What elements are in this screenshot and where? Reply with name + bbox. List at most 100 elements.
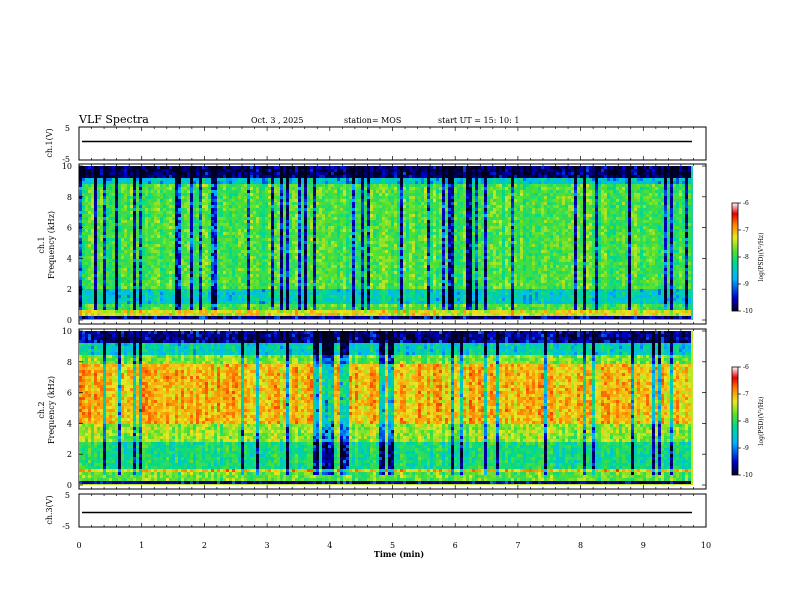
spectrogram-cell [352, 181, 355, 184]
spectrogram-cell [100, 310, 103, 313]
spectrogram-cell [328, 214, 331, 217]
spectrogram-cell [349, 238, 352, 241]
spectrogram-cell [205, 199, 208, 202]
spectrogram-cell [361, 289, 364, 292]
spectrogram-cell [172, 235, 175, 238]
spectrogram-cell [106, 313, 109, 316]
spectrogram-cell [133, 217, 136, 220]
spectrogram-cell [277, 181, 280, 184]
spectrogram-cell [358, 289, 361, 292]
spectrogram-cell [229, 226, 232, 229]
spectrogram-cell [355, 214, 358, 217]
spectrogram-cell [121, 244, 124, 247]
spectrogram-cell [91, 214, 94, 217]
spectrogram-cell [208, 304, 211, 307]
spectrogram-cell [160, 250, 163, 253]
spectrogram-cell [175, 172, 178, 175]
spectrogram-cell [163, 172, 166, 175]
spectrogram-cell [277, 289, 280, 292]
spectrogram-cell [253, 241, 256, 244]
spectrogram-cell [85, 175, 88, 178]
spectrogram-cell [211, 238, 214, 241]
spectrogram-cell [298, 274, 301, 277]
spectrogram-cell [301, 238, 304, 241]
spectrogram-cell [247, 277, 250, 280]
spectrogram-cell [217, 166, 220, 169]
spectrogram-cell [148, 226, 151, 229]
spectrogram-cell [307, 205, 310, 208]
spectrogram-cell [283, 283, 286, 286]
spectrogram-cell [181, 226, 184, 229]
spectrogram-cell [232, 184, 235, 187]
spectrogram-cell [247, 193, 250, 196]
spectrogram-cell [319, 169, 322, 172]
spectrogram-cell [169, 205, 172, 208]
spectrogram-cell [235, 277, 238, 280]
spectrogram-cell [154, 175, 157, 178]
spectrogram-cell [97, 175, 100, 178]
spectrogram-cell [343, 277, 346, 280]
spectrogram-cell [283, 316, 286, 319]
spectrogram-cell [109, 301, 112, 304]
spectrogram-cell [352, 208, 355, 211]
spectrogram-cell [190, 238, 193, 241]
spectrogram-cell [340, 178, 343, 181]
spectrogram-cell [286, 301, 289, 304]
spectrogram-cell [142, 259, 145, 262]
spectrogram-cell [274, 259, 277, 262]
spectrogram-cell [94, 244, 97, 247]
spectrogram-cell [133, 202, 136, 205]
spectrogram-cell [316, 235, 319, 238]
spectrogram-cell [331, 277, 334, 280]
spectrogram-cell [265, 289, 268, 292]
spectrogram-cell [259, 295, 262, 298]
spectrogram-cell [229, 292, 232, 295]
spectrogram-cell [244, 289, 247, 292]
spectrogram-cell [103, 223, 106, 226]
spectrogram-cell [157, 169, 160, 172]
spectrogram-cell [277, 229, 280, 232]
spectrogram-cell [289, 295, 292, 298]
spectrogram-cell [97, 211, 100, 214]
spectrogram-cell [274, 295, 277, 298]
spectrogram-cell [100, 256, 103, 259]
spectrogram-cell [346, 253, 349, 256]
spectrogram-cell [349, 217, 352, 220]
spectrogram-cell [85, 289, 88, 292]
spectrogram-cell [85, 166, 88, 169]
spectrogram-cell [310, 310, 313, 313]
spectrogram-cell [127, 247, 130, 250]
spectrogram-cell [349, 295, 352, 298]
spectrogram-cell [328, 265, 331, 268]
spectrogram-cell [238, 310, 241, 313]
spectrogram-cell [163, 232, 166, 235]
spectrogram-cell [190, 166, 193, 169]
spectrogram-cell [277, 187, 280, 190]
spectrogram-cell [226, 187, 229, 190]
spectrogram-cell [250, 247, 253, 250]
spectrogram-cell [202, 220, 205, 223]
spectrogram-cell [322, 235, 325, 238]
spectrogram-cell [154, 307, 157, 310]
spectrogram-cell [106, 232, 109, 235]
spectrogram-cell [247, 205, 250, 208]
spectrogram-cell [208, 250, 211, 253]
spectrogram-cell [136, 235, 139, 238]
spectrogram-cell [145, 238, 148, 241]
spectrogram-cell [334, 199, 337, 202]
spectrogram-cell [283, 226, 286, 229]
spectrogram-cell [157, 298, 160, 301]
spectrogram-cell [148, 169, 151, 172]
spectrogram-cell [145, 289, 148, 292]
spectrogram-cell [106, 211, 109, 214]
spectrogram-cell [226, 286, 229, 289]
spectrogram-cell [286, 238, 289, 241]
spectrogram-cell [82, 316, 85, 319]
spectrogram-cell [202, 295, 205, 298]
spectrogram-cell [322, 223, 325, 226]
spectrogram-cell [229, 199, 232, 202]
spectrogram-cell [340, 274, 343, 277]
spectrogram-cell [211, 280, 214, 283]
spectrogram-cell [85, 256, 88, 259]
spectrogram-cell [136, 307, 139, 310]
